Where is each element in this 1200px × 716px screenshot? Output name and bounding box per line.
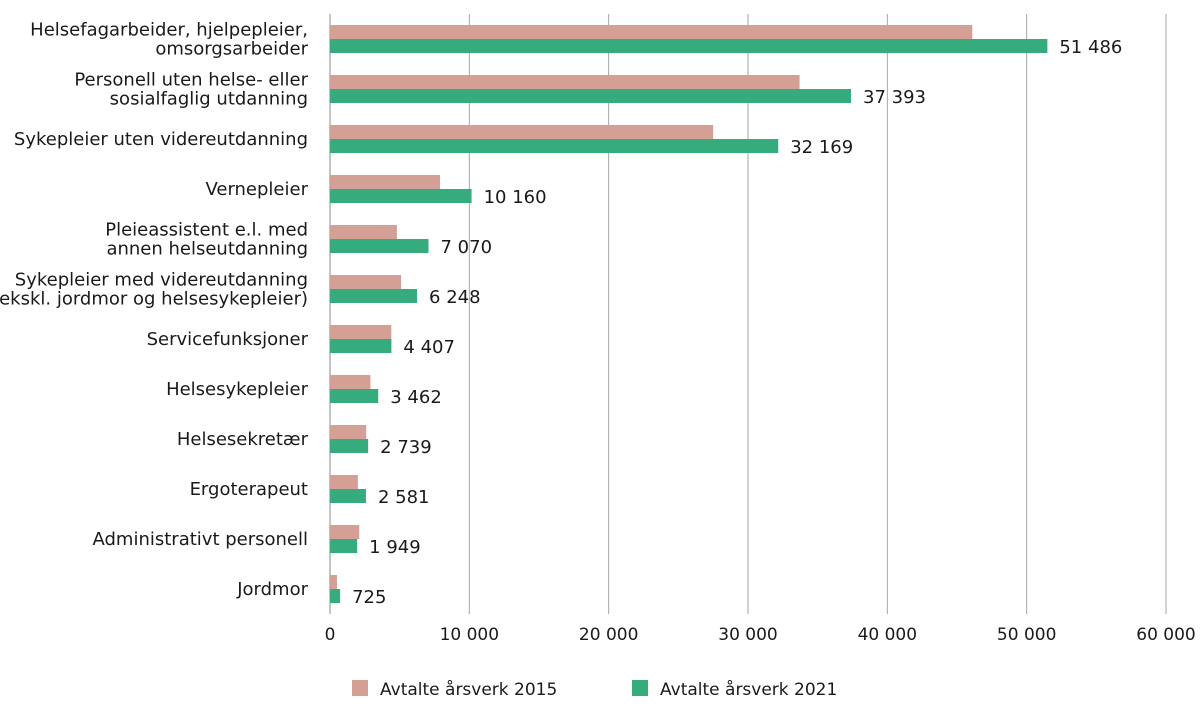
bars [330, 25, 1048, 603]
x-tick-labels: 0 10 000 20 000 30 000 40 000 50 000 60 000 [325, 625, 1196, 645]
data-label: 37 393 [863, 87, 926, 108]
x-tick-label: 40 000 [858, 625, 917, 645]
bar-2021 [330, 489, 366, 503]
bar-2021 [330, 589, 341, 603]
bar-2015 [330, 425, 367, 439]
bar-2021 [330, 189, 472, 203]
category-label: Jordmor [236, 579, 308, 600]
legend-label: Avtalte årsverk 2021 [660, 679, 837, 700]
data-label: 725 [352, 587, 386, 608]
category-label: Vernepleier [205, 179, 308, 200]
category-label: Sykepleier med videreutdanning (ekskl. jo… [0, 270, 308, 310]
data-label: 1 949 [369, 537, 421, 558]
bar-2015 [330, 25, 973, 39]
x-tick-label: 60 000 [1136, 625, 1195, 645]
data-label: 2 739 [380, 437, 432, 458]
x-tick-label: 50 000 [997, 625, 1056, 645]
bar-2015 [330, 325, 392, 339]
legend-label: Avtalte årsverk 2015 [380, 679, 557, 700]
category-label: Helsesekretær [177, 429, 309, 450]
data-label: 6 248 [429, 287, 481, 308]
x-tick-label: 20 000 [579, 625, 638, 645]
data-label: 3 462 [390, 387, 442, 408]
bar-2015 [330, 525, 360, 539]
bar-2021 [330, 439, 369, 453]
bar-2021 [330, 289, 418, 303]
category-label: Helsesykepleier [166, 379, 309, 400]
bar-2015 [330, 225, 397, 239]
bar-2015 [330, 575, 337, 589]
bar-2021 [330, 239, 429, 253]
bar-2015 [330, 175, 441, 189]
category-label: Personell uten helse- eller sosialfaglig … [74, 70, 308, 110]
category-label: Pleieassistent e.l. med annen helseutdann… [105, 220, 308, 260]
x-tick-label: 10 000 [440, 625, 499, 645]
data-label: 4 407 [403, 337, 455, 358]
bar-2021 [330, 339, 392, 353]
bar-2021 [330, 539, 358, 553]
data-labels: 51 486 37 393 32 169 10 160 7 070 6 248 4 407 3… [352, 37, 1122, 608]
category-label: Sykepleier uten videreutdanning [14, 129, 308, 150]
bar-2015 [330, 275, 402, 289]
data-label: 2 581 [378, 487, 430, 508]
bar-2015 [330, 475, 358, 489]
data-label: 10 160 [484, 187, 547, 208]
bar-2015 [330, 375, 371, 389]
legend-swatch [632, 680, 648, 696]
legend: Avtalte årsverk 2015 Avtalte årsverk 2021 [352, 679, 837, 700]
category-label: Servicefunksjoner [147, 329, 309, 350]
gridlines [329, 14, 1167, 614]
data-label: 7 070 [441, 237, 493, 258]
category-label: Ergoterapeut [190, 479, 308, 500]
data-label: 32 169 [790, 137, 853, 158]
category-label: Helsefagarbeider, hjelpepleier, omsorgsar… [30, 20, 308, 60]
x-tick-label: 0 [325, 625, 336, 645]
data-label: 51 486 [1059, 37, 1122, 58]
legend-swatch [352, 680, 368, 696]
bar-2015 [330, 125, 714, 139]
bar-2021 [330, 89, 852, 103]
bar-2021 [330, 139, 779, 153]
bar-2021 [330, 39, 1048, 53]
category-label: Administrativt personell [93, 529, 309, 550]
x-tick-label: 30 000 [718, 625, 777, 645]
category-labels: Helsefagarbeider, hjelpepleier, omsorgsar… [0, 20, 309, 601]
bar-2021 [330, 389, 379, 403]
bar-2015 [330, 75, 800, 89]
